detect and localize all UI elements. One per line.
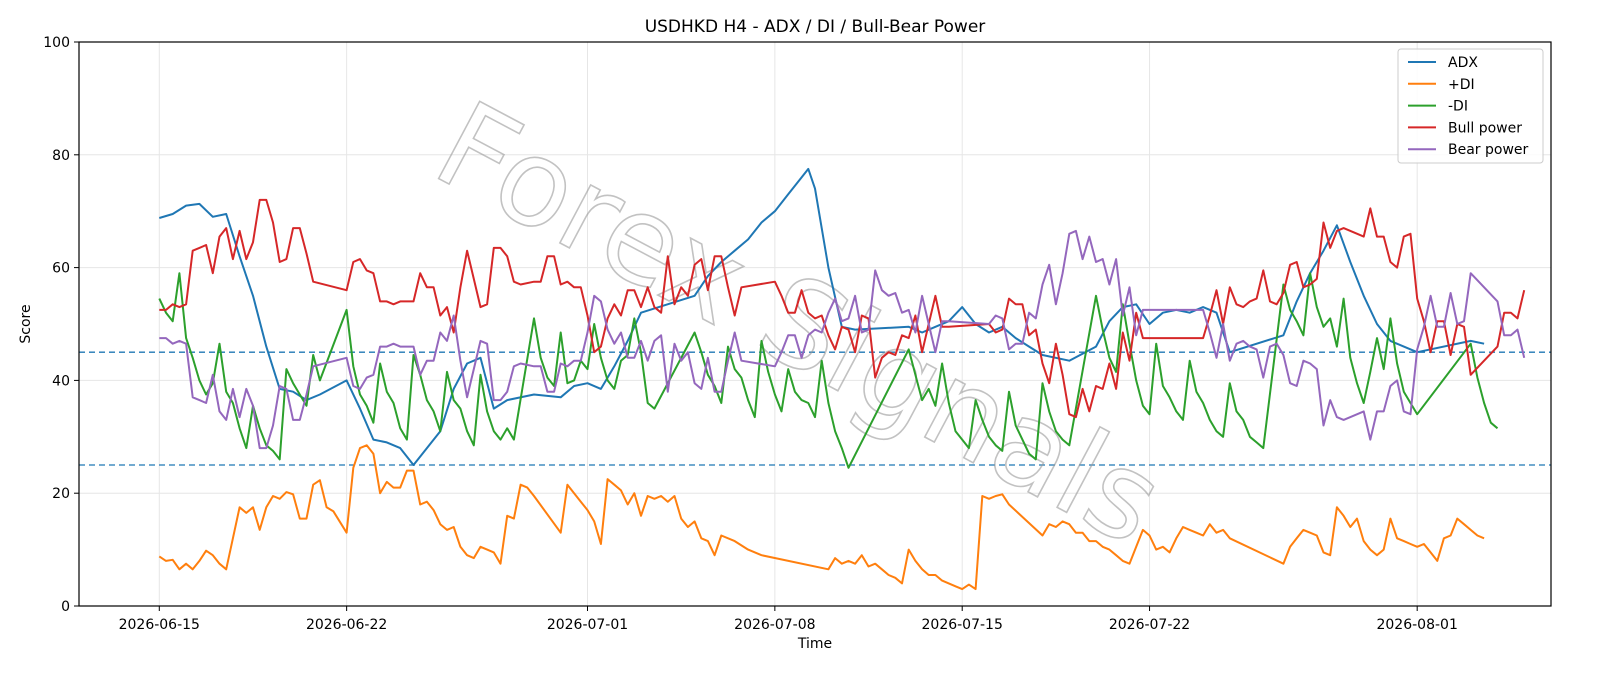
y-axis-label: Score — [18, 304, 34, 343]
y-tick-label: 60 — [52, 261, 70, 277]
y-tick-label: 100 — [43, 35, 70, 51]
chart-title: USDHKD H4 - ADX / DI / Bull-Bear Power — [645, 17, 986, 37]
legend-box — [1397, 48, 1544, 164]
x-tick-label: 2026-07-22 — [1109, 617, 1190, 633]
legend-label-bull-power: Bull power — [1448, 120, 1522, 136]
legend-label-di: +DI — [1448, 77, 1475, 93]
y-axis-ticks: 0 20 40 60 80 100 — [43, 35, 79, 615]
y-tick-label: 0 — [61, 599, 70, 615]
x-tick-label: 2026-08-01 — [1376, 617, 1457, 633]
y-tick-label: 80 — [52, 148, 70, 164]
x-axis-label: Time — [797, 636, 832, 652]
legend-label-di: -DI — [1448, 99, 1468, 115]
series-line-bull-power — [159, 198, 1526, 419]
x-tick-label: 2026-07-15 — [922, 617, 1003, 633]
x-tick-label: 2026-07-08 — [734, 617, 815, 633]
plot-area-frame — [78, 41, 1552, 607]
x-tick-label: 2026-06-22 — [306, 617, 387, 633]
legend-label-bear-power: Bear power — [1448, 142, 1529, 158]
series-line-bear-power — [159, 229, 1526, 450]
series-line-di — [158, 272, 1499, 469]
legend: ADX +DI -DI Bull power Bear power — [1397, 48, 1544, 164]
x-axis-ticks: 2026-06-15 2026-06-22 2026-07-01 2026-07-08… — [119, 606, 1458, 633]
y-tick-label: 40 — [52, 373, 70, 389]
x-tick-label: 2026-06-15 — [119, 617, 200, 633]
series-line-adx — [159, 167, 1485, 466]
reference-lines — [79, 351, 1551, 466]
series-line-di — [158, 444, 1485, 591]
y-tick-label: 20 — [52, 486, 70, 502]
series-layer — [158, 167, 1526, 591]
legend-label-adx: ADX — [1448, 55, 1478, 71]
x-tick-label: 2026-07-01 — [547, 617, 628, 633]
